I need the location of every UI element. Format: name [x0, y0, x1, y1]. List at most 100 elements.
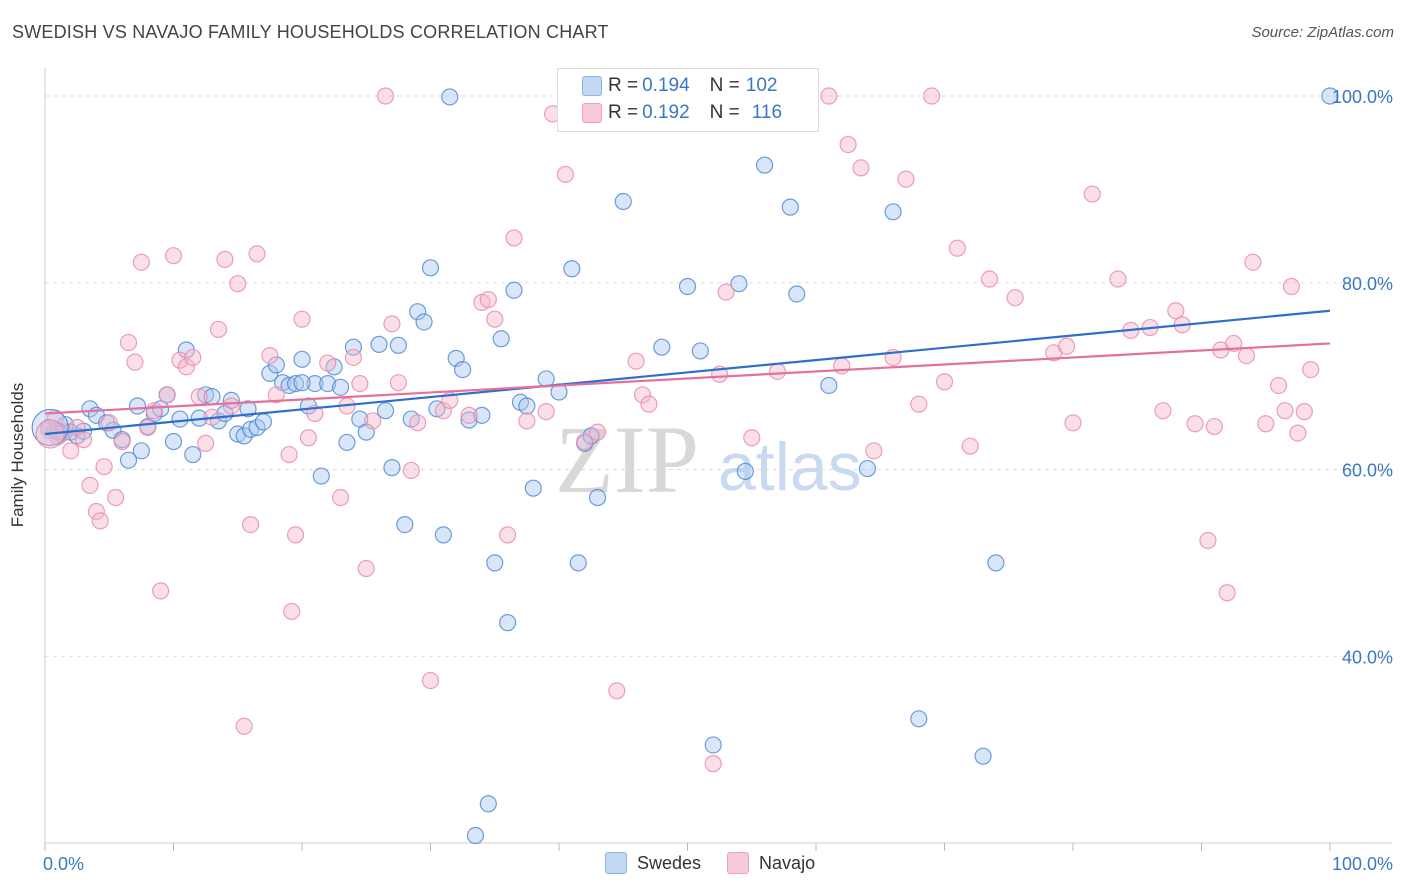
y-axis-label: Family Households [8, 382, 27, 528]
legend-r-label: R = [608, 102, 639, 123]
point-swedes [171, 410, 189, 428]
gridlines [45, 95, 1392, 657]
point-navajo [81, 476, 99, 494]
point-navajo [293, 310, 311, 328]
point-navajo [261, 346, 279, 365]
point-swedes [242, 420, 260, 438]
point-navajo [923, 87, 941, 105]
legend-n-value: 116 [751, 102, 783, 123]
point-swedes [81, 400, 99, 418]
point-swedes [569, 554, 587, 572]
point-swedes [164, 432, 183, 451]
point-swedes [152, 400, 170, 418]
point-navajo [1295, 403, 1313, 421]
point-navajo [126, 353, 144, 371]
point-navajo [229, 275, 247, 293]
point-navajo [820, 87, 838, 105]
point-navajo [499, 526, 517, 544]
point-swedes [1321, 87, 1339, 105]
point-navajo [961, 437, 979, 455]
watermark-zip: ZIP [555, 406, 699, 513]
legend-swatch-swedes [605, 852, 627, 874]
point-navajo [1257, 415, 1275, 433]
point-swedes [331, 378, 350, 396]
point-swedes [858, 459, 877, 478]
legend-swatch-navajo [727, 852, 750, 874]
point-navajo [184, 348, 202, 367]
point-navajo [152, 582, 170, 600]
point-navajo [852, 159, 870, 177]
y-tick-label: 40.0% [1342, 647, 1393, 667]
x-tick-label: 0.0% [43, 854, 84, 874]
point-navajo [486, 310, 504, 328]
point-navajo [627, 352, 645, 370]
point-swedes [441, 88, 459, 106]
point-navajo [62, 442, 80, 460]
point-navajo [409, 414, 427, 432]
legend-label-swedes: Swedes [637, 852, 702, 873]
point-navajo [1244, 253, 1262, 271]
point-navajo [1083, 185, 1101, 203]
point-swedes [286, 375, 305, 393]
point-swedes [704, 736, 722, 754]
watermark: ZIP atlas [555, 406, 862, 513]
point-navajo [87, 502, 106, 521]
point-swedes [492, 330, 510, 348]
point-navajo [158, 386, 176, 404]
point-navajo [608, 682, 626, 700]
point-navajo [319, 354, 337, 372]
point-navajo [897, 170, 915, 188]
point-navajo [286, 526, 305, 544]
point-swedes [254, 413, 273, 431]
point-navajo [1218, 584, 1236, 602]
legend-r-label: R = [608, 75, 639, 96]
legend-n-label: N = [709, 102, 740, 123]
legend-row-swedes: R = 0.194 N = 102 [582, 74, 778, 98]
point-navajo [1154, 402, 1172, 420]
legend-r-value: 0.192 [642, 102, 690, 123]
point-navajo [1276, 402, 1294, 420]
point-navajo [344, 348, 362, 367]
point-navajo [460, 406, 478, 424]
point-navajo [1282, 277, 1301, 296]
legend-item-swedes[interactable]: Swedes [605, 852, 701, 874]
point-navajo [910, 395, 928, 413]
point-navajo [839, 135, 857, 154]
point-navajo [948, 239, 966, 257]
point-swedes [479, 795, 497, 813]
data-points [31, 87, 1339, 845]
point-navajo [402, 461, 420, 480]
point-swedes [466, 826, 485, 845]
point-swedes [128, 397, 147, 415]
point-navajo [267, 386, 285, 404]
series-legend: Swedes Navajo [605, 852, 841, 874]
point-navajo [556, 165, 575, 184]
point-navajo [383, 315, 401, 333]
y-tick-label: 60.0% [1342, 461, 1393, 481]
point-navajo [364, 412, 382, 430]
point-swedes [119, 451, 138, 469]
point-navajo [280, 445, 298, 464]
point-swedes [197, 386, 215, 404]
point-navajo [132, 253, 150, 271]
stats-legend: R = 0.194 N = 102 R = 0.192 N = 116 [557, 68, 819, 132]
point-swedes [267, 356, 285, 374]
point-navajo [980, 270, 999, 288]
point-navajo [283, 602, 301, 621]
point-navajo [222, 397, 240, 415]
point-swedes [505, 281, 523, 299]
point-navajo [357, 559, 375, 578]
point-navajo [1109, 270, 1127, 288]
point-navajo [1006, 289, 1024, 307]
point-navajo [209, 320, 228, 339]
legend-item-navajo[interactable]: Navajo [727, 852, 815, 874]
point-swedes [460, 411, 478, 429]
point-swedes [306, 375, 324, 393]
legend-n-value: 102 [745, 75, 778, 96]
point-navajo [704, 755, 722, 773]
point-swedes [884, 203, 902, 221]
point-swedes [338, 433, 356, 452]
trend-line-swedes [44, 309, 1331, 436]
point-navajo [505, 229, 523, 247]
point-navajo [1057, 337, 1076, 355]
